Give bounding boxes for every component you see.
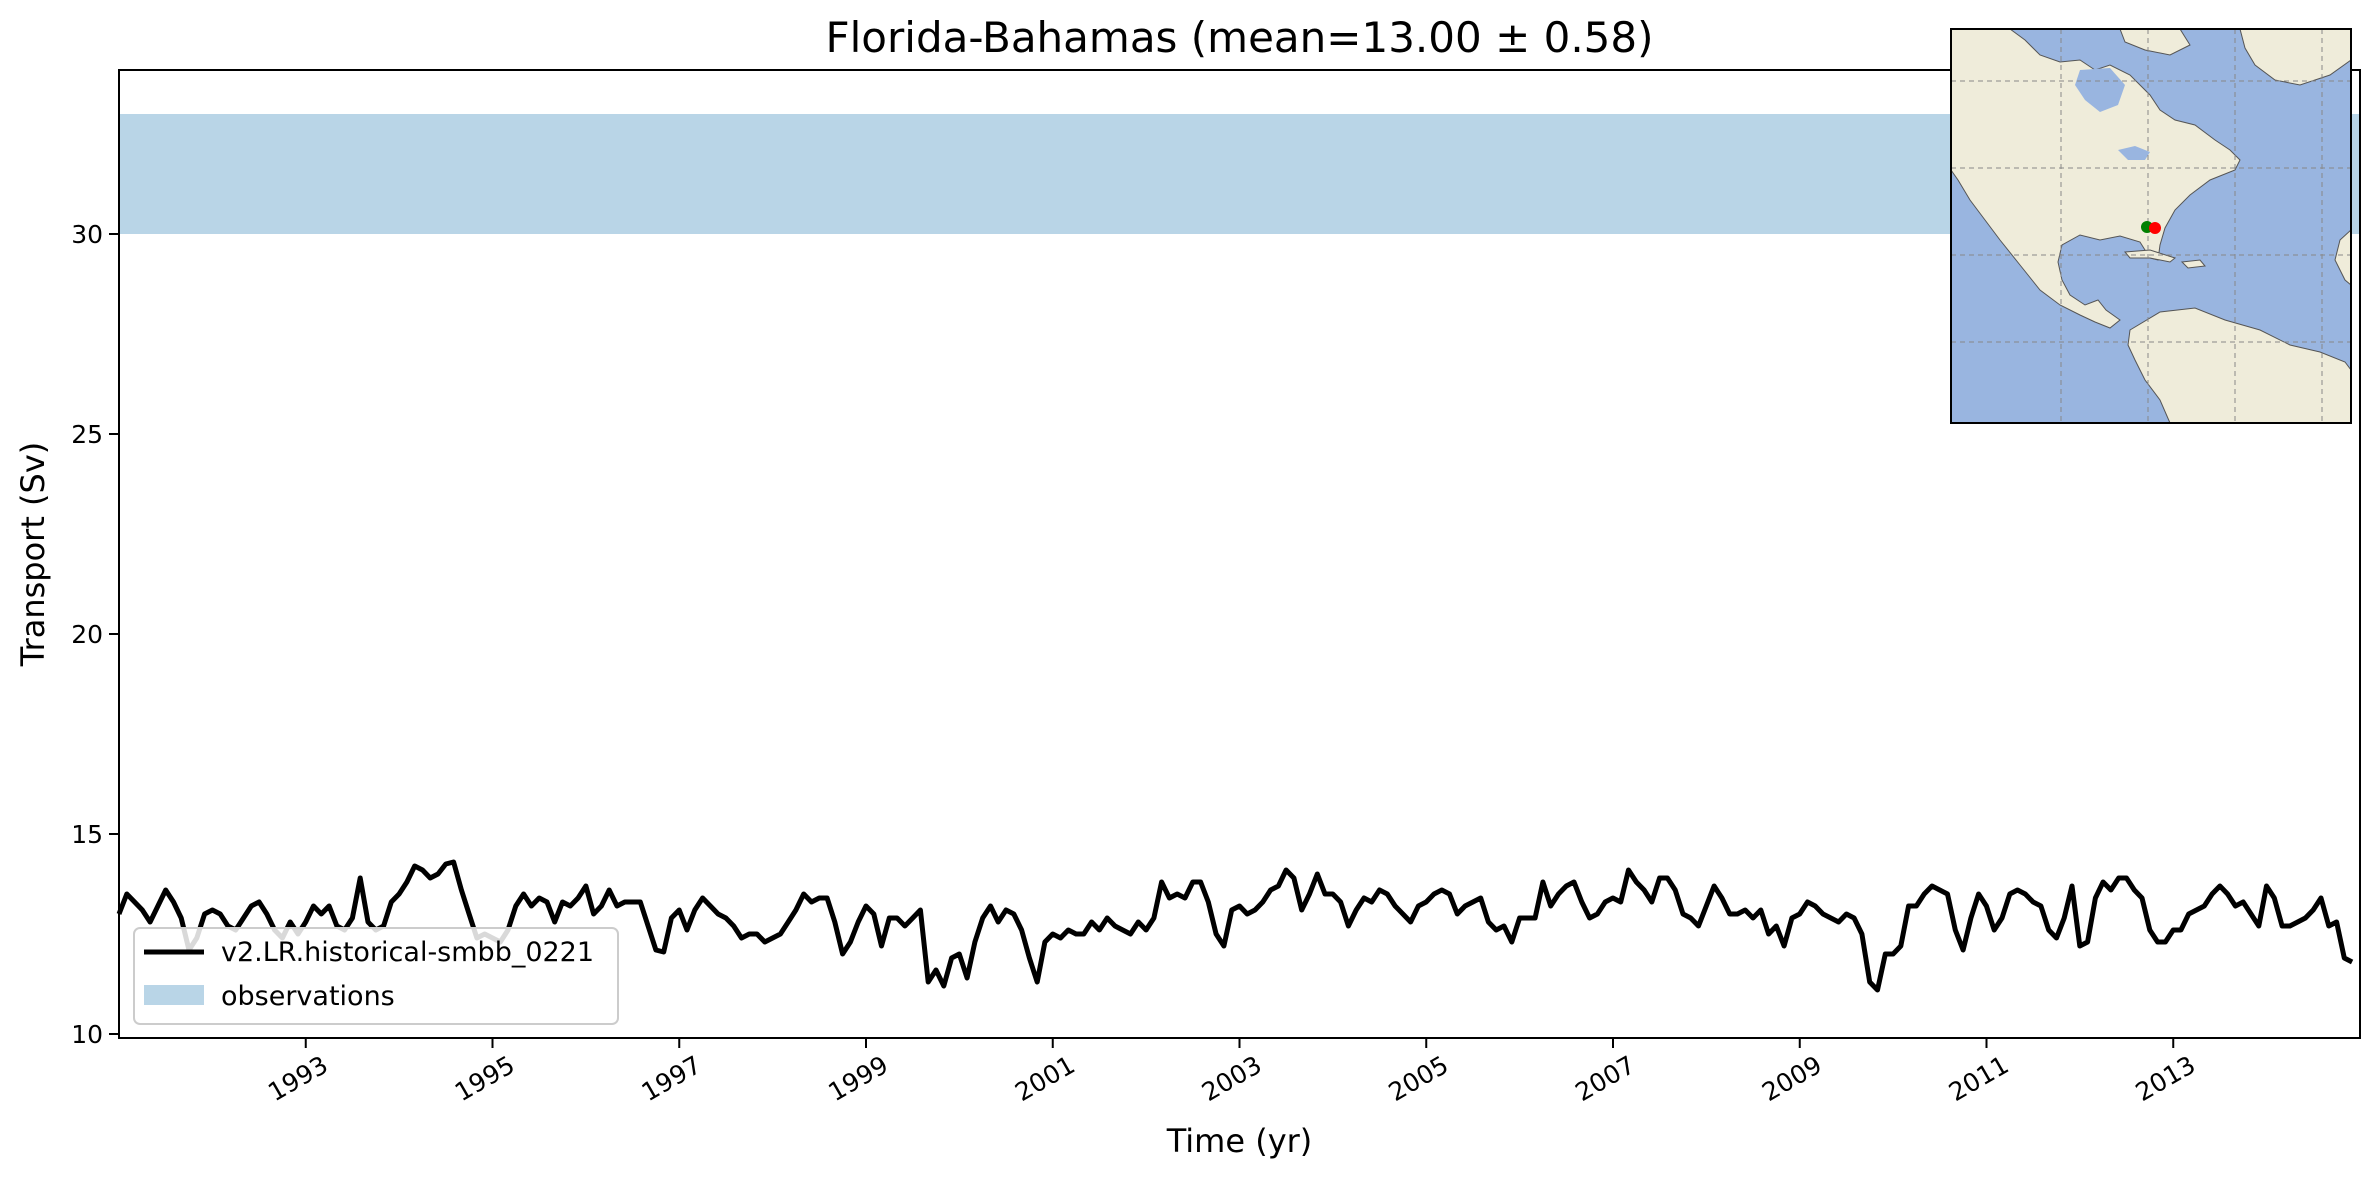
map-land-greenland [2239,29,2351,86]
legend-series-label: v2.LR.historical-smbb_0221 [221,937,594,968]
x-tick-label: 1993 [263,1050,333,1107]
x-tick-label: 2011 [1944,1050,2014,1107]
legend-observations-label: observations [221,981,395,1012]
legend: v2.LR.historical-smbb_0221 observations [133,927,619,1025]
x-tick-label: 2005 [1384,1050,1454,1107]
x-tick-label: 1997 [637,1050,707,1107]
map-land-africa [2334,229,2351,286]
x-tick-label: 2009 [1757,1050,1827,1107]
x-tick-label: 2013 [2131,1050,2201,1107]
map-hudson-bay [2075,68,2125,112]
y-tick-label: 25 [71,420,103,449]
y-tick-label: 30 [71,220,103,249]
map-gridlines [1951,29,2351,423]
legend-observations-swatch [144,985,204,1005]
x-tick-label: 2003 [1197,1050,1267,1107]
x-axis-label: Time (yr) [1166,1122,1313,1160]
map-land-arctic-islands [2119,29,2191,56]
x-tick-label: 1995 [450,1050,520,1107]
x-tick-label: 2007 [1570,1050,1640,1107]
map-frame [1950,28,2352,424]
chart-title: Florida-Bahamas (mean=13.00 ± 0.58) [825,13,1653,62]
inset-map [1950,28,2352,424]
legend-box [133,927,619,1025]
map-land-south-america [2127,307,2351,423]
map-land-hispaniola [2180,259,2206,269]
map-land-cuba [2123,249,2177,263]
y-tick-label: 20 [71,620,103,649]
x-tick-label: 2001 [1010,1050,1080,1107]
y-axis-label: Transport (Sv) [14,442,52,668]
y-tick-label: 10 [71,1020,103,1049]
y-tick-label: 15 [71,820,103,849]
map-marker-east [2149,222,2161,234]
map-great-lakes [2118,146,2150,160]
x-tick-label: 1999 [823,1050,893,1107]
